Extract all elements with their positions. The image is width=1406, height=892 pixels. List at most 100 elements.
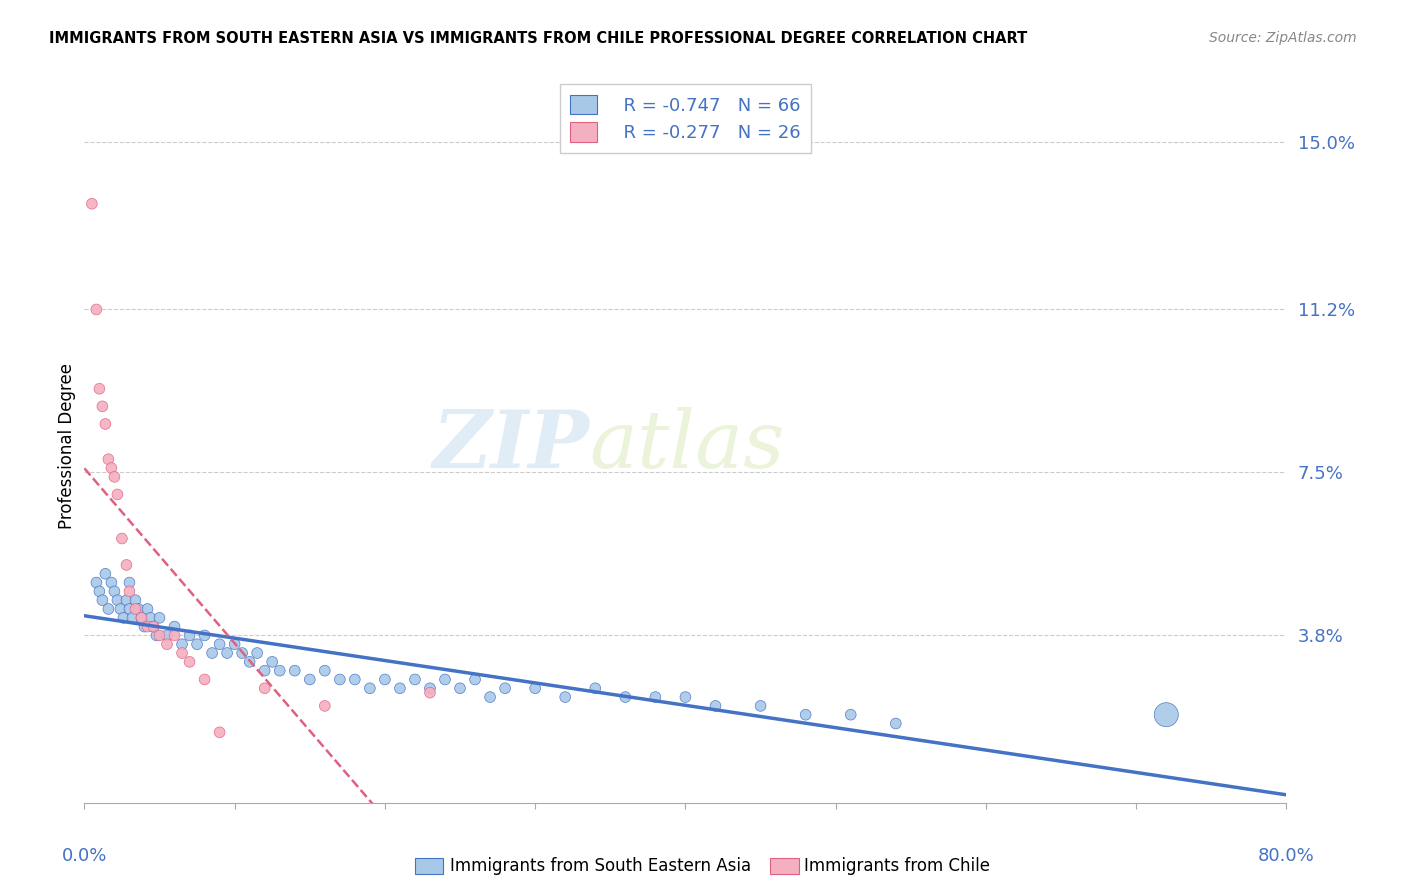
Point: [269, 664, 291, 678]
Point: [201, 646, 224, 660]
Point: [554, 690, 576, 704]
Point: [139, 611, 162, 625]
Point: [111, 532, 134, 546]
Legend:   R = -0.747   N = 66,   R = -0.277   N = 26: R = -0.747 N = 66, R = -0.277 N = 26: [560, 84, 811, 153]
Point: [142, 619, 165, 633]
Point: [115, 593, 138, 607]
Point: [1156, 707, 1178, 722]
Point: [91, 593, 114, 607]
Point: [614, 690, 637, 704]
Point: [464, 673, 486, 687]
Point: [100, 461, 122, 475]
Point: [253, 681, 276, 696]
Point: [89, 584, 111, 599]
Point: [246, 646, 269, 660]
Point: [524, 681, 547, 696]
Point: [494, 681, 516, 696]
Point: [145, 628, 167, 642]
Point: [121, 611, 143, 625]
Point: [80, 196, 103, 211]
Point: [107, 593, 129, 607]
Point: [194, 673, 217, 687]
Point: [419, 686, 441, 700]
Point: [134, 619, 156, 633]
Point: [884, 716, 907, 731]
Point: [115, 558, 138, 572]
Point: [86, 302, 108, 317]
Point: [97, 602, 120, 616]
Point: [449, 681, 471, 696]
Point: [194, 628, 217, 642]
Point: [91, 400, 114, 414]
Text: Source: ZipAtlas.com: Source: ZipAtlas.com: [1209, 31, 1357, 45]
Point: [163, 628, 186, 642]
Point: [253, 664, 276, 678]
Point: [86, 575, 108, 590]
Point: [644, 690, 666, 704]
Point: [839, 707, 862, 722]
Point: [186, 637, 208, 651]
Text: Immigrants from South Eastern Asia: Immigrants from South Eastern Asia: [450, 857, 751, 875]
Point: [103, 470, 125, 484]
Point: [103, 584, 125, 599]
Point: [749, 698, 772, 713]
Point: [262, 655, 284, 669]
Text: Immigrants from Chile: Immigrants from Chile: [804, 857, 990, 875]
Point: [208, 725, 231, 739]
Text: atlas: atlas: [589, 408, 785, 484]
Point: [131, 611, 153, 625]
Point: [224, 637, 246, 651]
Point: [110, 602, 132, 616]
Point: [179, 655, 201, 669]
Point: [179, 628, 201, 642]
Point: [314, 698, 336, 713]
Point: [94, 566, 117, 581]
Text: ZIP: ZIP: [433, 408, 589, 484]
Point: [124, 593, 146, 607]
Point: [94, 417, 117, 431]
Point: [329, 673, 352, 687]
Point: [112, 611, 135, 625]
Point: [148, 628, 170, 642]
Point: [118, 584, 141, 599]
Point: [239, 655, 262, 669]
Text: 0.0%: 0.0%: [62, 847, 107, 865]
Point: [583, 681, 606, 696]
Point: [107, 487, 129, 501]
Text: IMMIGRANTS FROM SOUTH EASTERN ASIA VS IMMIGRANTS FROM CHILE PROFESSIONAL DEGREE : IMMIGRANTS FROM SOUTH EASTERN ASIA VS IM…: [49, 31, 1028, 46]
Point: [208, 637, 231, 651]
Point: [794, 707, 817, 722]
Point: [156, 628, 179, 642]
Point: [148, 611, 170, 625]
Point: [127, 602, 149, 616]
Point: [170, 646, 193, 660]
Point: [136, 602, 159, 616]
Point: [131, 611, 153, 625]
Point: [136, 619, 159, 633]
Point: [298, 673, 321, 687]
Point: [156, 637, 179, 651]
Point: [419, 681, 441, 696]
Point: [89, 382, 111, 396]
Point: [374, 673, 396, 687]
Point: [314, 664, 336, 678]
Point: [675, 690, 697, 704]
Point: [359, 681, 381, 696]
Point: [100, 575, 122, 590]
Point: [142, 619, 165, 633]
Point: [170, 637, 193, 651]
Point: [124, 602, 146, 616]
Y-axis label: Professional Degree: Professional Degree: [58, 363, 76, 529]
Point: [284, 664, 307, 678]
Text: 80.0%: 80.0%: [1258, 847, 1315, 865]
Point: [231, 646, 253, 660]
Point: [434, 673, 457, 687]
Point: [118, 602, 141, 616]
Point: [479, 690, 502, 704]
Point: [163, 619, 186, 633]
Point: [118, 575, 141, 590]
Point: [704, 698, 727, 713]
Point: [97, 452, 120, 467]
Point: [388, 681, 411, 696]
Point: [343, 673, 366, 687]
